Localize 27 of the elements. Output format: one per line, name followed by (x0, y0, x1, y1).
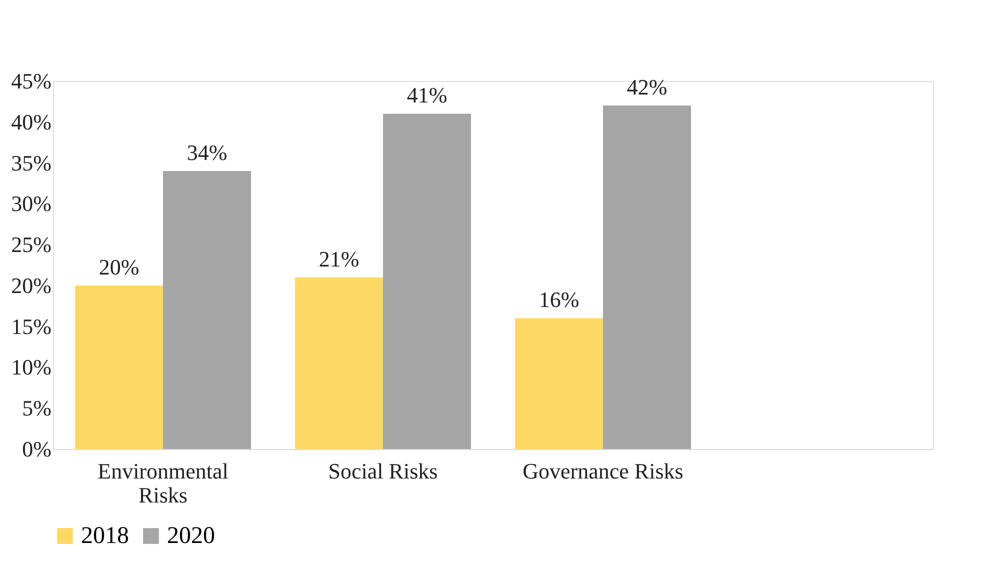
y-tick-label: 35% (11, 150, 52, 176)
y-tick-label: 10% (11, 354, 52, 380)
y-tick-label: 0% (22, 436, 52, 462)
y-tick-label: 45% (11, 68, 52, 94)
data-label: 21% (318, 246, 360, 272)
data-label: 34% (186, 140, 228, 165)
bar (603, 106, 691, 449)
data-label: 41% (406, 82, 448, 108)
x-tick-label: Governance Risks (522, 458, 684, 484)
data-label: 16% (538, 287, 580, 312)
bar (163, 170, 251, 449)
bar (295, 277, 383, 449)
y-tick-label: 5% (22, 396, 52, 421)
legend-label: 2020 (167, 523, 215, 549)
y-tick-label: 25% (11, 232, 52, 258)
y-tick-label: 30% (11, 191, 52, 216)
bar (515, 318, 603, 449)
bar (75, 285, 163, 449)
y-tick-label: 40% (11, 109, 52, 134)
y-tick-label: 15% (11, 314, 52, 339)
data-label: 20% (98, 254, 140, 280)
legend-label: 2018 (81, 523, 129, 549)
data-label: 42% (626, 74, 668, 100)
y-tick-label: 20% (11, 272, 52, 298)
x-tick-label: Environmental Risks (98, 458, 228, 508)
bar (383, 114, 471, 449)
x-tick-label: Social Risks (328, 458, 438, 484)
